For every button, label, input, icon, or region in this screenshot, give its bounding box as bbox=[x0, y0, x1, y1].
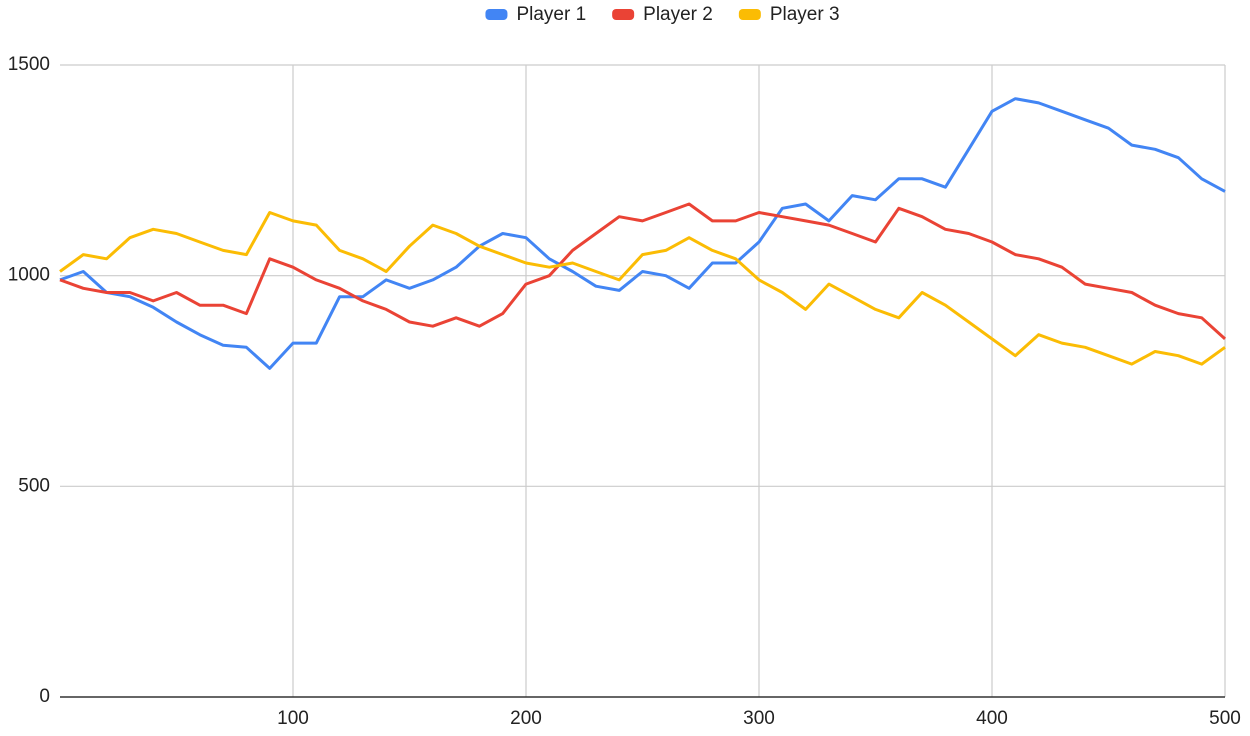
legend-swatch bbox=[738, 9, 761, 20]
y-tick-label: 1000 bbox=[8, 265, 50, 286]
x-tick-label: 200 bbox=[510, 708, 542, 729]
legend-label: Player 2 bbox=[643, 4, 713, 25]
x-tick-label: 300 bbox=[743, 708, 775, 729]
y-tick-label: 0 bbox=[39, 686, 50, 707]
line-series bbox=[59, 211, 1226, 366]
y-tick-label: 1500 bbox=[8, 54, 50, 75]
legend-label: Player 3 bbox=[770, 4, 840, 25]
x-tick-label: 100 bbox=[277, 708, 309, 729]
legend-swatch bbox=[485, 9, 508, 20]
legend-label: Player 1 bbox=[516, 4, 586, 25]
x-tick-label: 400 bbox=[976, 708, 1008, 729]
x-tick-label: 500 bbox=[1209, 708, 1241, 729]
line-series bbox=[59, 202, 1227, 341]
legend-swatch bbox=[612, 9, 635, 20]
y-tick-label: 500 bbox=[18, 475, 50, 496]
line-series bbox=[59, 97, 1226, 370]
